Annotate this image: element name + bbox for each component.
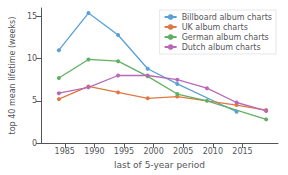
svg-text:2010: 2010 [203, 147, 223, 156]
svg-text:1990: 1990 [84, 147, 104, 156]
svg-text:UK album charts: UK album charts [182, 23, 248, 32]
svg-text:0: 0 [32, 139, 37, 148]
svg-text:15: 15 [27, 12, 37, 21]
svg-text:10: 10 [27, 54, 37, 63]
svg-text:Billboard album charts: Billboard album charts [182, 13, 272, 22]
svg-text:2015: 2015 [232, 147, 252, 156]
svg-text:German album charts: German album charts [182, 33, 269, 42]
svg-text:last of 5-year period: last of 5-year period [114, 160, 205, 170]
svg-text:1995: 1995 [114, 147, 134, 156]
svg-text:2000: 2000 [143, 147, 163, 156]
svg-text:top 40 mean lifetime (weeks): top 40 mean lifetime (weeks) [8, 17, 17, 135]
svg-text:1985: 1985 [55, 147, 75, 156]
svg-text:5: 5 [32, 96, 37, 105]
svg-text:Dutch album charts: Dutch album charts [182, 43, 261, 52]
svg-text:2005: 2005 [173, 147, 193, 156]
